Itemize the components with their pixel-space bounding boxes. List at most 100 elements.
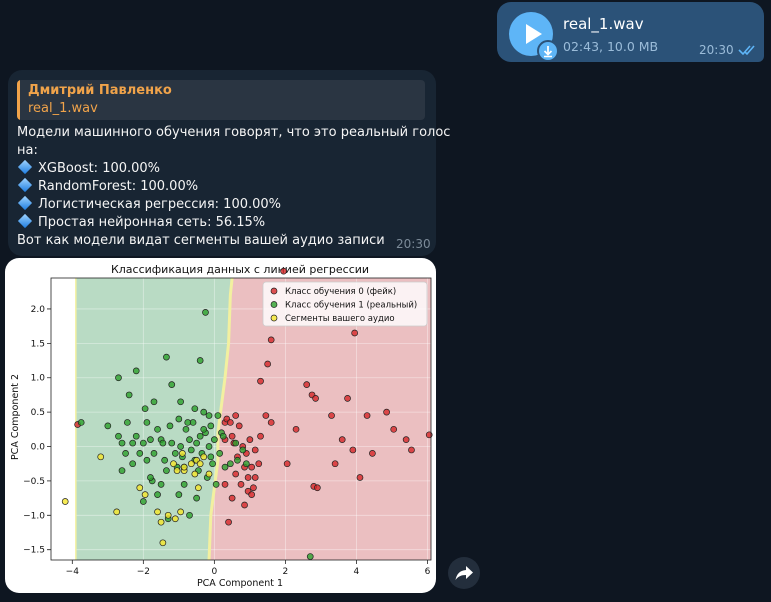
data-point [228,494,236,502]
data-point [209,460,216,468]
data-point [363,412,371,419]
data-point [239,446,247,454]
data-point [226,419,234,426]
data-point [338,436,346,443]
data-point [242,460,250,468]
data-point [408,446,415,454]
region-class-1 [75,278,233,560]
x-tick-label: 4 [354,567,360,577]
message-text-outro: Вот как модели видат сегменты вашей ауди… [17,233,385,248]
data-point [187,446,195,454]
data-point [173,467,181,474]
chart-image-message[interactable]: Классификация данных с линией регрессии … [5,258,436,593]
data-point [182,425,190,433]
data-point [141,405,149,413]
data-point [177,508,184,516]
y-tick-label: 1.0 [31,374,46,384]
data-point [177,398,184,406]
legend-label: Сегменты вашего аудио [285,314,395,324]
audio-file-name: real_1.wav [563,15,644,33]
audio-meta: 02:43, 10.0 MB [563,39,659,54]
data-point [132,367,140,375]
reply-file-name: real_1.wav [28,101,98,116]
data-point [113,508,121,516]
data-point [211,436,218,443]
download-icon[interactable] [537,40,559,62]
legend-label: Класс обучения 1 (реальный) [285,301,417,311]
result-line: Простая нейронная сеть: 56.15% [17,213,265,230]
data-point [159,439,167,447]
share-button[interactable] [448,557,480,589]
diamond-icon [17,177,33,193]
data-point [207,453,215,461]
y-tick-label: −0.5 [23,477,45,487]
data-point [180,480,188,488]
data-point [132,432,140,440]
data-point [177,443,184,450]
data-point [163,353,170,361]
message-time: 20:30 [699,43,734,57]
data-point [186,511,193,519]
data-point [141,491,149,499]
data-point [356,474,364,481]
reply-quote[interactable]: Дмитрий Павленко real_1.wav [17,80,425,120]
incoming-text-message: Дмитрий Павленко real_1.wav Модели машин… [8,70,450,256]
data-point [234,456,241,464]
data-point [147,474,154,481]
data-point [344,395,351,402]
data-point [216,450,224,457]
data-point [205,470,213,478]
double-check-icon [738,45,755,56]
axes-frame [50,277,432,561]
data-point [163,467,170,474]
data-point [118,439,126,447]
y-tick-label: 0.0 [31,443,46,453]
data-point [306,553,314,560]
data-point [228,432,236,440]
data-point [232,470,240,478]
data-point [221,480,229,488]
x-tick-label: −4 [66,567,80,577]
data-point [118,467,126,474]
data-point [221,463,229,471]
y-tick-label: 1.5 [31,339,45,349]
data-point [179,450,186,457]
data-point [328,412,335,419]
data-point [124,419,131,426]
data-point [157,518,165,526]
share-icon [455,566,473,580]
data-point [129,460,137,468]
data-point [349,446,357,454]
data-point [283,460,291,468]
data-point [200,453,208,461]
message-text-intro-2: на: [17,143,38,158]
data-point [232,412,240,419]
data-point [171,450,179,457]
data-point [77,419,85,426]
outgoing-audio-message[interactable]: real_1.wav 02:43, 10.0 MB 20:30 [497,2,764,62]
data-point [205,443,213,450]
data-point [168,439,176,447]
y-axis-label: PCA Component 2 [10,374,21,460]
legend-marker [270,287,278,295]
data-point [257,377,264,385]
data-point [159,539,167,547]
data-point [147,436,154,443]
data-point [262,412,270,419]
message-text-intro: Модели машинного обучения говорят, что э… [17,125,451,140]
data-point [267,419,275,426]
data-point [237,480,245,488]
classification-scatter-chart: Классификация данных с линией регрессии … [10,263,433,589]
data-point [303,381,311,388]
data-point [292,425,300,433]
data-point [232,439,240,447]
legend-box [262,281,428,327]
data-point [187,460,195,468]
legend-marker [270,314,278,322]
data-point [369,450,376,457]
data-point [143,456,151,464]
data-point [200,425,208,433]
data-point [129,439,137,447]
data-point [157,480,165,488]
play-button[interactable] [509,12,553,56]
